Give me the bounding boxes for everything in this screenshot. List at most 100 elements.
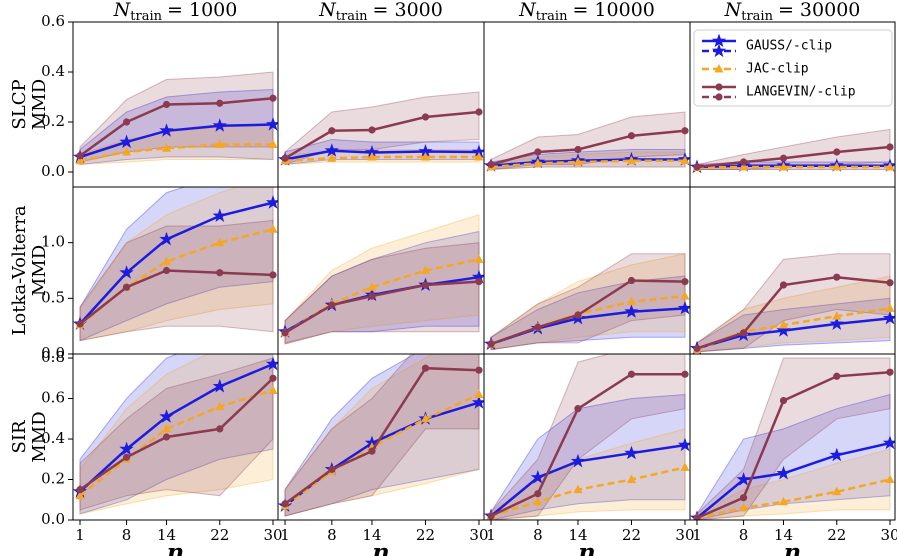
marker xyxy=(75,155,85,165)
marker xyxy=(75,490,85,500)
confidence-band xyxy=(79,219,274,342)
marker xyxy=(367,282,377,291)
x-tick-label: 1 xyxy=(486,526,496,544)
marker xyxy=(832,486,842,496)
marker xyxy=(573,157,583,166)
marker xyxy=(574,311,582,319)
marker xyxy=(886,143,894,151)
marker xyxy=(268,385,278,394)
marker xyxy=(471,144,484,159)
marker xyxy=(76,152,84,160)
marker xyxy=(627,132,636,140)
marker xyxy=(324,143,339,157)
marker xyxy=(328,127,336,135)
marker xyxy=(573,484,583,494)
panel xyxy=(690,253,895,354)
marker xyxy=(487,160,495,169)
marker xyxy=(829,316,844,330)
marker xyxy=(475,278,483,286)
marker xyxy=(680,291,690,300)
confidence-band xyxy=(79,357,274,511)
marker xyxy=(268,224,278,233)
legend-label: GAUSS/-clip xyxy=(746,39,832,54)
line xyxy=(79,389,274,497)
panel xyxy=(690,128,895,174)
marker xyxy=(212,118,227,132)
x-tick-label: 30 xyxy=(675,526,694,544)
marker xyxy=(487,340,495,348)
marker xyxy=(159,123,174,137)
confidence-band xyxy=(696,448,891,520)
marker xyxy=(265,117,278,131)
marker xyxy=(281,500,289,508)
x-tick-label: 30 xyxy=(469,526,488,544)
marker xyxy=(474,152,484,161)
x-tick-label: 8 xyxy=(739,526,749,544)
y-axis-label: SIR xyxy=(9,420,30,453)
marker xyxy=(475,366,483,374)
y-tick-label: 0.0 xyxy=(41,344,65,362)
marker xyxy=(681,370,689,378)
marker xyxy=(265,356,278,371)
marker xyxy=(122,118,131,126)
marker xyxy=(119,265,134,279)
legend-marker xyxy=(714,64,724,73)
x-tick-label: 14 xyxy=(774,526,793,544)
marker xyxy=(281,154,289,162)
marker xyxy=(677,300,690,315)
marker xyxy=(626,296,636,306)
line xyxy=(696,165,890,169)
marker xyxy=(368,292,376,300)
marker xyxy=(693,163,701,171)
y-axis-label: SLCP xyxy=(9,79,30,129)
marker xyxy=(122,147,132,156)
marker xyxy=(76,486,84,494)
x-tick-label: 22 xyxy=(622,526,641,544)
x-tick-label: 8 xyxy=(327,526,337,544)
marker xyxy=(534,323,542,331)
marker xyxy=(162,433,171,441)
marker xyxy=(475,108,483,116)
marker xyxy=(574,405,582,413)
x-axis-label: n xyxy=(167,538,184,556)
marker xyxy=(779,281,788,289)
x-axis-label: n xyxy=(578,538,595,556)
marker xyxy=(693,344,701,353)
legend: GAUSS/-clip JAC-clip LANGEVIN/-clip xyxy=(693,29,893,107)
marker xyxy=(162,143,172,152)
legend-marker xyxy=(715,93,723,101)
marker xyxy=(829,447,844,462)
panel xyxy=(484,253,690,351)
x-tick-label: 22 xyxy=(827,526,846,544)
marker xyxy=(474,254,484,263)
x-tick-label: 30 xyxy=(880,526,897,544)
marker xyxy=(534,148,542,156)
marker xyxy=(212,208,227,222)
marker xyxy=(779,154,788,162)
y-tick-label: 0.4 xyxy=(41,62,65,80)
marker xyxy=(626,474,636,484)
y-tick-label: 1.0 xyxy=(41,233,65,251)
panel-title: Ntrain = 1000 xyxy=(113,0,238,24)
title-subscript: train xyxy=(130,9,162,24)
y-tick-label: 0.6 xyxy=(41,12,65,30)
marker xyxy=(680,462,690,471)
marker xyxy=(739,158,748,166)
legend-marker xyxy=(715,83,723,91)
marker xyxy=(212,378,227,393)
marker xyxy=(471,395,484,409)
confidence-band xyxy=(79,187,274,342)
marker xyxy=(421,281,430,289)
marker xyxy=(832,162,842,171)
y-tick-label: 0.2 xyxy=(41,112,65,130)
legend-marker xyxy=(711,33,727,48)
marker xyxy=(779,162,789,171)
marker xyxy=(119,134,134,149)
x-tick-label: 14 xyxy=(157,526,176,544)
title-subscript: train xyxy=(336,9,368,24)
marker xyxy=(162,266,171,275)
confidence-band xyxy=(79,187,274,342)
y-tick-label: 0.5 xyxy=(41,288,65,306)
x-axis-label: n xyxy=(372,538,389,556)
marker xyxy=(534,490,542,498)
